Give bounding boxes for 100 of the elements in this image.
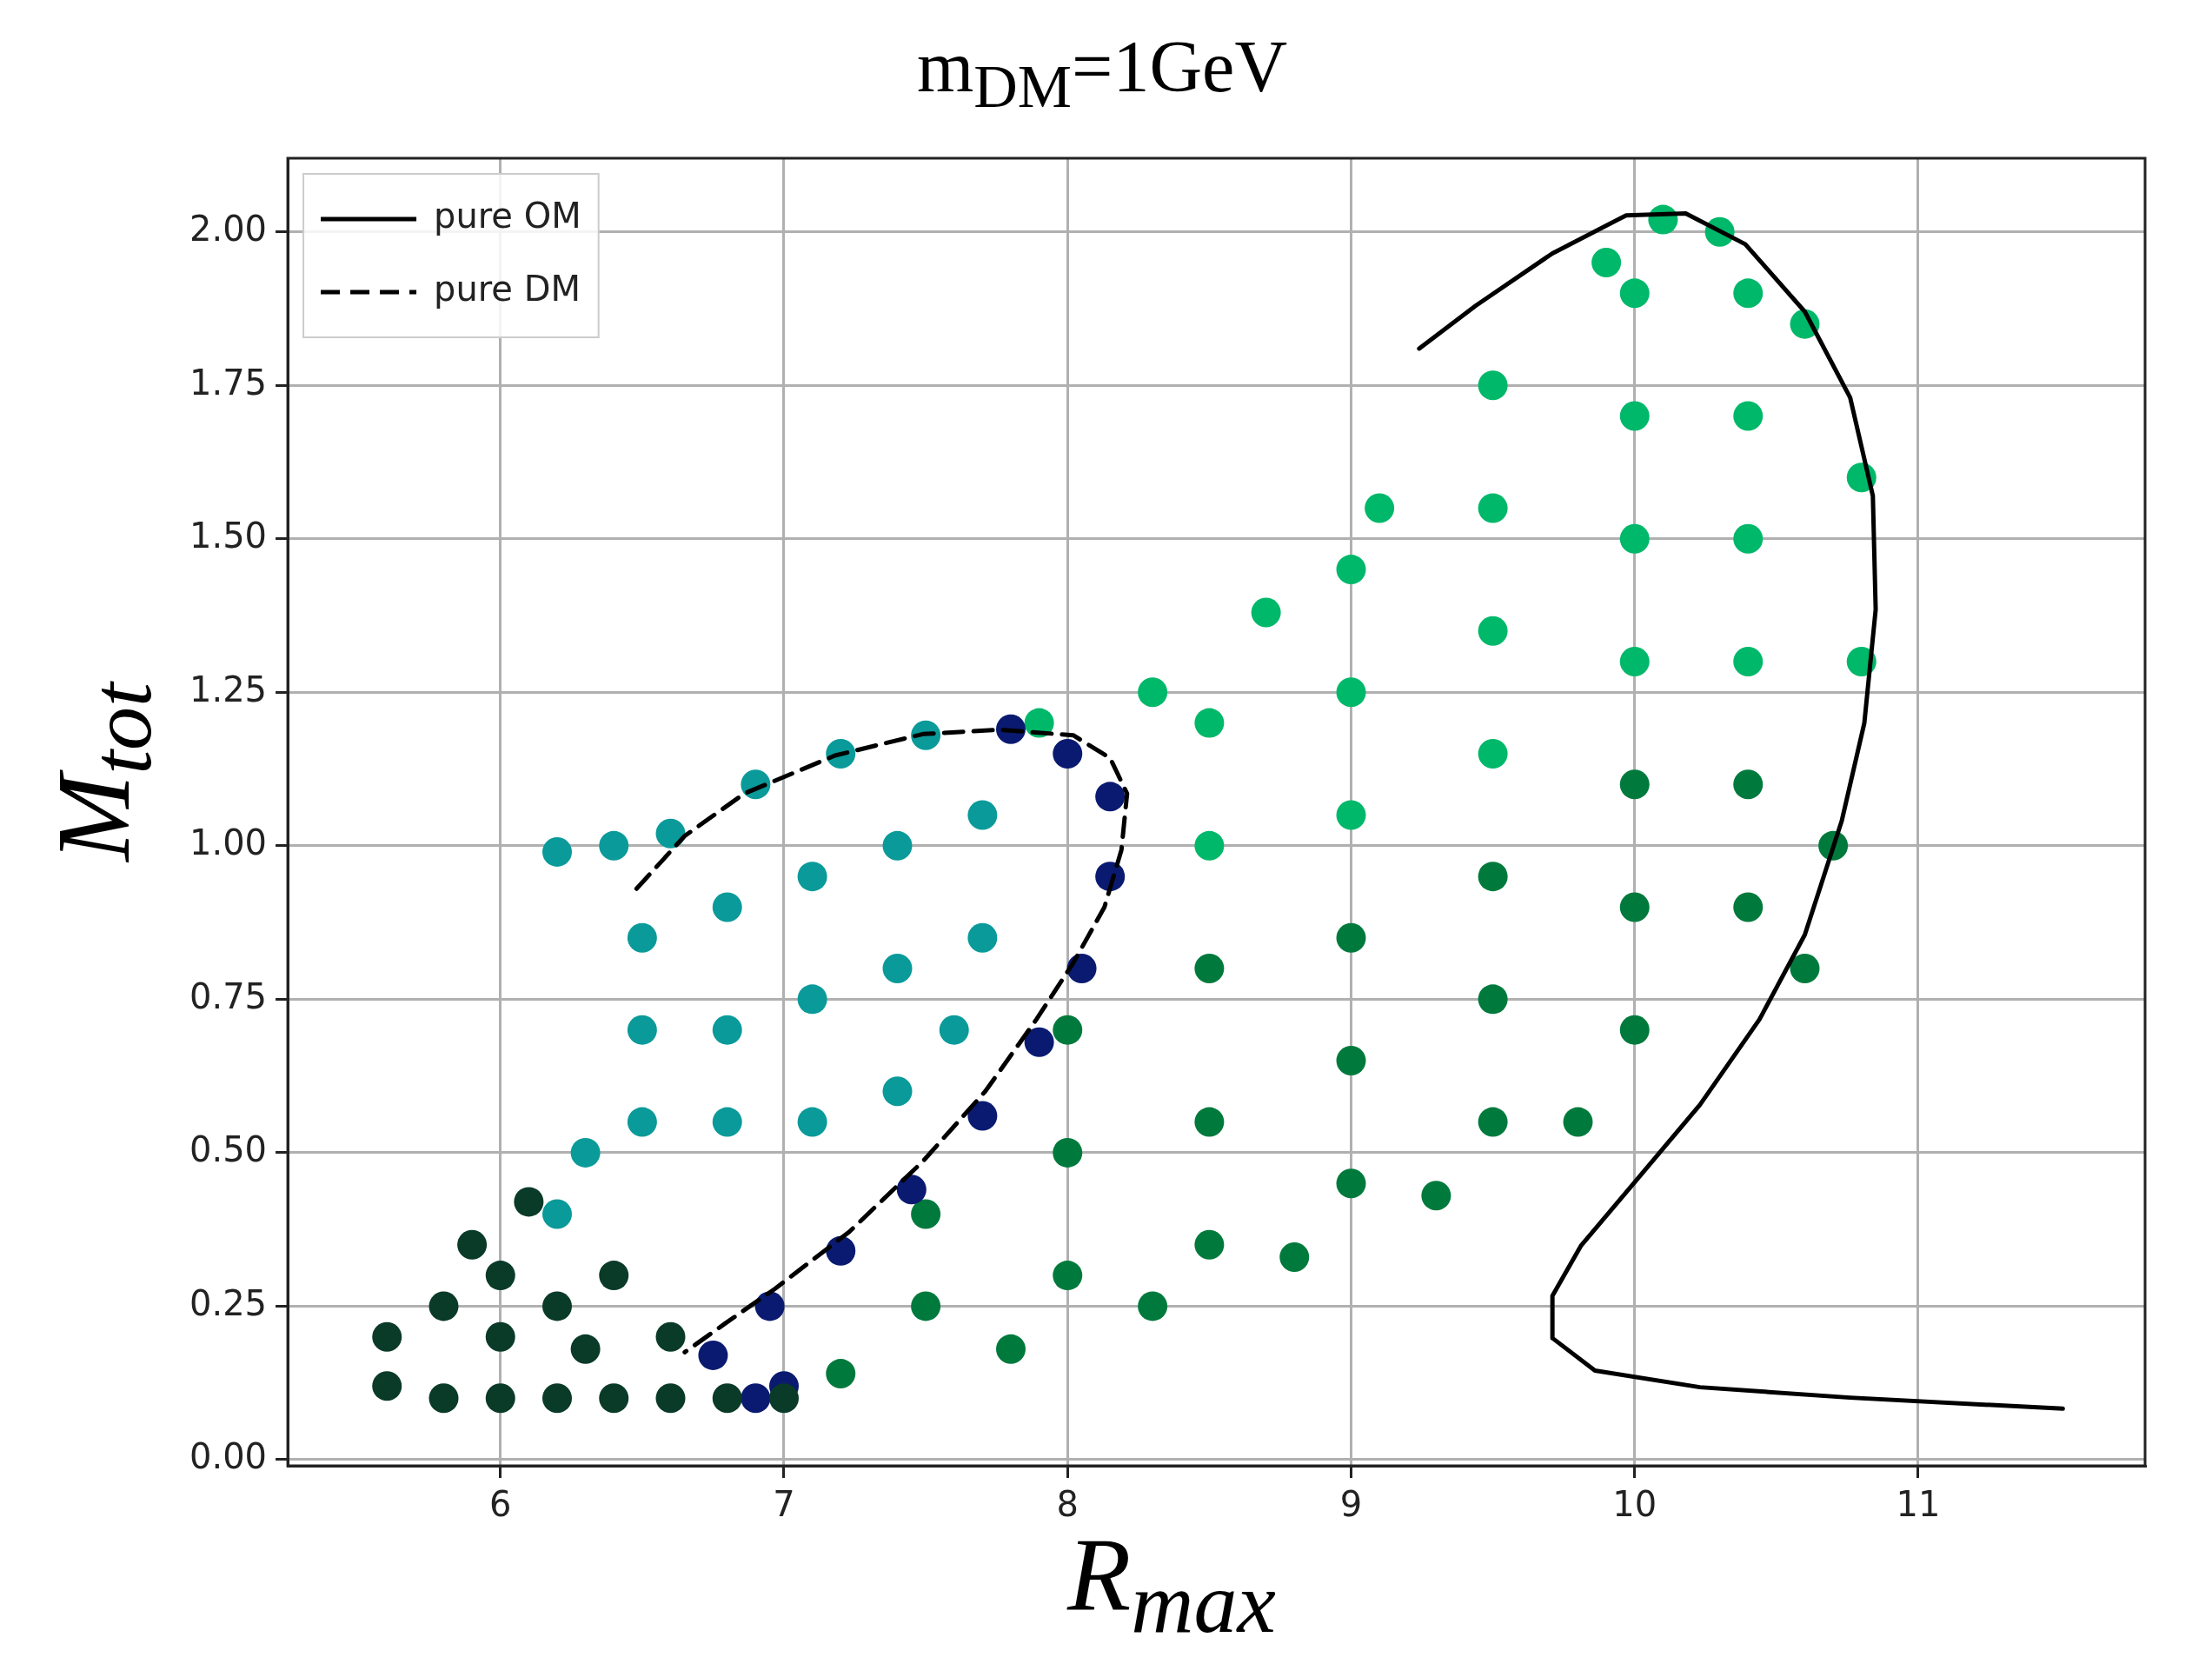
point xyxy=(1138,677,1168,708)
point xyxy=(967,1101,998,1131)
point xyxy=(542,1291,572,1321)
point xyxy=(712,1107,742,1137)
point xyxy=(826,1235,856,1266)
point xyxy=(428,1383,459,1414)
point xyxy=(655,1383,686,1414)
point xyxy=(1053,738,1083,769)
y-tick-label: 0.75 xyxy=(189,975,268,1016)
point xyxy=(1733,647,1764,677)
point xyxy=(741,1383,771,1414)
point xyxy=(1053,1015,1083,1045)
point xyxy=(485,1321,515,1352)
point xyxy=(485,1261,515,1291)
point xyxy=(967,800,998,830)
x-tick-label: 11 xyxy=(1896,1484,1941,1525)
point xyxy=(627,1107,657,1137)
point xyxy=(1336,1045,1366,1075)
point xyxy=(1194,1229,1225,1260)
point xyxy=(1053,1137,1083,1168)
point xyxy=(882,1076,913,1107)
point xyxy=(1478,493,1508,523)
point xyxy=(712,1015,742,1045)
point xyxy=(1194,708,1225,738)
point xyxy=(1336,800,1366,830)
point xyxy=(1336,555,1366,585)
point xyxy=(1733,892,1764,922)
point xyxy=(1251,597,1281,628)
point xyxy=(1619,769,1650,800)
point xyxy=(1619,523,1650,554)
point xyxy=(1194,954,1225,984)
point xyxy=(1591,248,1622,278)
point xyxy=(996,1334,1026,1364)
point xyxy=(457,1229,488,1260)
point xyxy=(1790,954,1820,984)
point xyxy=(911,1199,941,1229)
point xyxy=(1194,830,1225,861)
point xyxy=(1336,677,1366,708)
point xyxy=(967,922,998,953)
point xyxy=(1138,1291,1168,1321)
point xyxy=(655,1321,686,1352)
point xyxy=(570,1137,601,1168)
legend-label: pure DM xyxy=(434,269,581,310)
point xyxy=(1733,523,1764,554)
point xyxy=(1733,278,1764,309)
point xyxy=(896,1175,927,1205)
y-tick-label: 1.00 xyxy=(189,822,268,863)
point xyxy=(797,984,827,1015)
y-tick-label: 1.75 xyxy=(189,362,268,403)
point xyxy=(599,830,629,861)
point xyxy=(797,1107,827,1137)
chart-title: m$_{DM}$=1GeV xyxy=(915,25,1289,122)
point xyxy=(1478,862,1508,892)
point xyxy=(1053,1261,1083,1291)
point xyxy=(1619,892,1650,922)
point xyxy=(1279,1241,1310,1272)
point xyxy=(1421,1181,1451,1211)
point xyxy=(1619,401,1650,431)
point xyxy=(698,1340,728,1370)
point xyxy=(542,1383,572,1414)
point xyxy=(1478,738,1508,769)
point xyxy=(1619,1015,1650,1045)
point xyxy=(882,954,913,984)
point xyxy=(911,1291,941,1321)
point xyxy=(826,1359,856,1389)
point xyxy=(939,1015,969,1045)
point xyxy=(1336,1168,1366,1199)
point xyxy=(372,1321,402,1352)
point xyxy=(428,1291,459,1321)
x-tick-label: 10 xyxy=(1612,1484,1657,1525)
point xyxy=(542,836,572,867)
point xyxy=(627,922,657,953)
point xyxy=(1478,1107,1508,1137)
point xyxy=(1563,1107,1593,1137)
point xyxy=(1336,922,1366,953)
point xyxy=(769,1383,799,1414)
point xyxy=(1478,370,1508,401)
legend-label: pure OM xyxy=(434,196,581,236)
point xyxy=(882,830,913,861)
point xyxy=(627,1015,657,1045)
point xyxy=(599,1261,629,1291)
x-tick-label: 7 xyxy=(773,1484,795,1525)
point xyxy=(1365,493,1395,523)
point xyxy=(1024,1027,1054,1057)
y-tick-label: 1.50 xyxy=(189,516,268,556)
point xyxy=(1733,401,1764,431)
point xyxy=(599,1383,629,1414)
x-tick-label: 6 xyxy=(489,1484,512,1525)
point xyxy=(797,862,827,892)
point xyxy=(1478,616,1508,646)
point xyxy=(1619,647,1650,677)
point xyxy=(372,1371,402,1401)
point xyxy=(1478,984,1508,1015)
x-tick-label: 9 xyxy=(1339,1484,1363,1525)
point xyxy=(570,1334,601,1364)
y-tick-label: 1.25 xyxy=(189,669,268,709)
point xyxy=(1194,1107,1225,1137)
point xyxy=(514,1187,544,1217)
point xyxy=(1733,769,1764,800)
y-tick-label: 0.00 xyxy=(189,1436,268,1477)
